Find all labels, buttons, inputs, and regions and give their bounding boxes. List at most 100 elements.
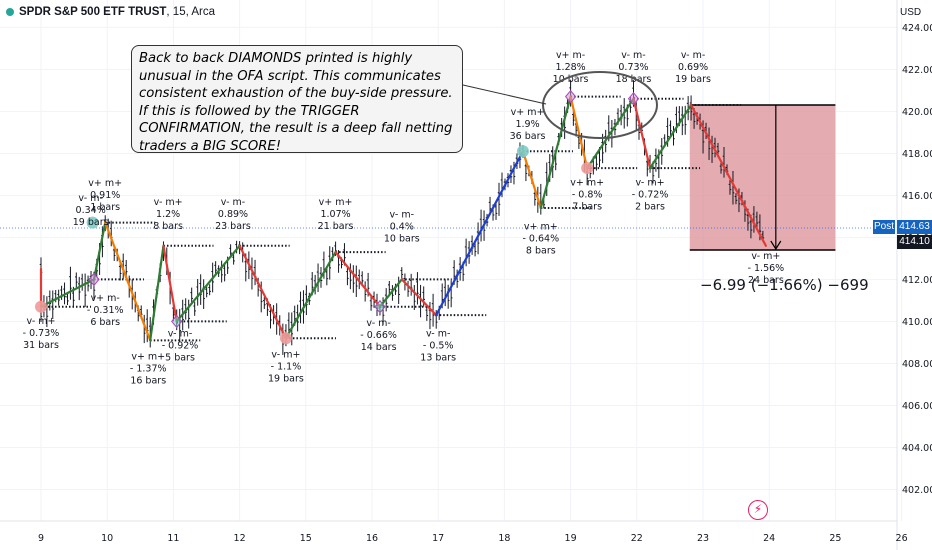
last-price-tag: 414.63 xyxy=(897,220,932,234)
symbol-name: SPDR S&P 500 ETF TRUST xyxy=(19,6,167,18)
diamond-marker xyxy=(88,272,100,287)
swing-label-line: v- m+ xyxy=(751,251,780,262)
swing-label-line: 0.73% xyxy=(618,62,648,73)
swing-label-line: v+ m+ xyxy=(88,178,122,189)
price-tick-label: 410.00 xyxy=(902,317,932,328)
price-tick-label: 416.00 xyxy=(902,191,932,202)
swing-label-line: - 0.8% xyxy=(572,189,603,200)
time-tick-label: 25 xyxy=(829,533,841,544)
swing-label-line: - 1.37% xyxy=(130,364,167,375)
swing-label-line: 31 bars xyxy=(23,340,59,351)
swing-label-line: - 1.56% xyxy=(748,263,785,274)
swing-label-line: 7 bars xyxy=(572,201,602,212)
swing-segment xyxy=(284,250,337,340)
swing-label-line: 14 bars xyxy=(361,342,397,353)
swing-label-line: 0.34% xyxy=(76,205,106,216)
swing-label-line: v+ m- xyxy=(556,50,585,61)
swing-label-line: v- m+ xyxy=(154,197,183,208)
swing-segment xyxy=(162,244,178,323)
swing-label-line: 13 bars xyxy=(420,353,456,364)
swing-segment xyxy=(39,278,96,308)
session-tag: Post xyxy=(873,220,895,234)
callout-pointer xyxy=(462,84,547,105)
time-axis[interactable]: 9 10 11 12 15 16 17 18 19 22 23 24 25 26 xyxy=(38,533,908,544)
swing-label-line: 10 bars xyxy=(553,74,589,85)
swing-segment xyxy=(400,278,438,317)
swing-label-line: v- m- xyxy=(390,210,415,221)
swing-label: v+ m-1.28% 10 bars xyxy=(553,50,589,85)
time-tick-label: 10 xyxy=(101,533,113,544)
diamond-highlight-ellipse xyxy=(542,71,658,139)
symbol-title[interactable]: SPDR S&P 500 ETF TRUST, 15, Arca xyxy=(6,6,215,18)
price-tick-label: 418.00 xyxy=(902,149,932,160)
swing-level-lines xyxy=(41,95,742,342)
swing-label-line: 18 bars xyxy=(616,74,652,85)
swing-lines xyxy=(39,95,767,342)
swing-label-line: - 0.92% xyxy=(162,341,199,352)
diamond-marker xyxy=(627,91,640,106)
time-tick-label: 19 xyxy=(565,533,577,544)
swing-label-line: 0.69% xyxy=(678,62,708,73)
swing-segment xyxy=(586,97,635,170)
swing-label-line: v- m- xyxy=(366,318,391,329)
time-tick-label: 23 xyxy=(697,533,709,544)
price-tick-label: 422.00 xyxy=(902,65,932,76)
price-axis[interactable]: 402.00404.00406.00408.00410.00412.00414.… xyxy=(902,23,932,496)
swing-segment xyxy=(539,95,572,210)
swing-label: v- m+ 1.2% 8 bars xyxy=(153,197,183,232)
short-position-zone[interactable] xyxy=(689,104,836,251)
swing-label-line: 1.2% xyxy=(156,209,180,220)
swing-label: v- m-0.69% 19 bars xyxy=(675,50,711,85)
time-tick-label: 16 xyxy=(366,533,378,544)
swing-label: v- m+ - 1.1% 19 bars xyxy=(268,350,304,385)
swing-label-line: 21 bars xyxy=(318,221,354,232)
callout-note: Back to back DIAMONDS printed is highly … xyxy=(131,45,463,154)
swing-label: v+ m-- 0.31% 6 bars xyxy=(87,293,124,328)
price-tick-label: 420.00 xyxy=(902,107,932,118)
swing-label: v- m-- 0.92% 5 bars xyxy=(162,329,199,364)
diamond-marker xyxy=(374,299,386,314)
swing-label-line: v- m- xyxy=(221,197,246,208)
lightning-icon[interactable]: ⚡ xyxy=(748,500,768,520)
swing-label: v- m-- 0.5% 13 bars xyxy=(420,329,456,364)
swing-segment xyxy=(238,244,288,340)
swing-label: v+ m+ 1.07% 21 bars xyxy=(318,197,354,232)
swing-label-line: v- m- xyxy=(621,50,646,61)
swing-segment xyxy=(149,244,165,342)
swing-label: v- m-- 0.66% 14 bars xyxy=(360,318,397,353)
swing-label: v- m+ - 1.56% 24 bars xyxy=(748,251,785,286)
swing-label-line: v- m- xyxy=(168,329,193,340)
swing-label: v+ m+ - 1.37% 16 bars xyxy=(130,352,167,387)
swing-segment xyxy=(689,103,767,247)
swing-label-line: v- m+ xyxy=(26,316,55,327)
price-tick-label: 412.00 xyxy=(902,275,932,286)
time-tick-label: 18 xyxy=(498,533,510,544)
circle-marker xyxy=(35,300,47,313)
swing-label-line: 19 bars xyxy=(268,374,304,385)
swing-label: v+ m+ - 0.64% 8 bars xyxy=(522,221,559,256)
time-tick-label: 17 xyxy=(432,533,444,544)
swing-label-line: v+ m+ xyxy=(511,107,545,118)
currency-label[interactable]: USD xyxy=(900,7,922,18)
swing-label: v- m-0.73% 18 bars xyxy=(616,50,652,85)
swing-label-line: 8 bars xyxy=(526,245,556,256)
time-tick-label: 15 xyxy=(300,533,312,544)
swing-label-line: v+ m+ xyxy=(319,197,353,208)
swing-label-line: 36 bars xyxy=(510,131,546,142)
diamond-marker xyxy=(564,89,577,104)
swing-label-line: 1.07% xyxy=(320,209,350,220)
time-tick-label: 11 xyxy=(167,533,179,544)
measure-label: −6.99 (−1.66%) −699 xyxy=(700,276,869,294)
market-status-dot xyxy=(6,8,14,16)
swing-segment xyxy=(104,221,152,342)
swing-label-line: 0.4% xyxy=(390,222,414,233)
symbol-details: , 15, Arca xyxy=(166,6,215,18)
swing-label-line: 6 bars xyxy=(90,317,120,328)
swing-label-line: 16 bars xyxy=(130,376,166,387)
swing-label: v- m+ - 0.73% 31 bars xyxy=(23,316,60,351)
swing-label-line: v- m- xyxy=(78,193,103,204)
swing-label-line: - 0.73% xyxy=(23,328,60,339)
swing-label: v- m+ - 0.72% 2 bars xyxy=(632,177,669,212)
